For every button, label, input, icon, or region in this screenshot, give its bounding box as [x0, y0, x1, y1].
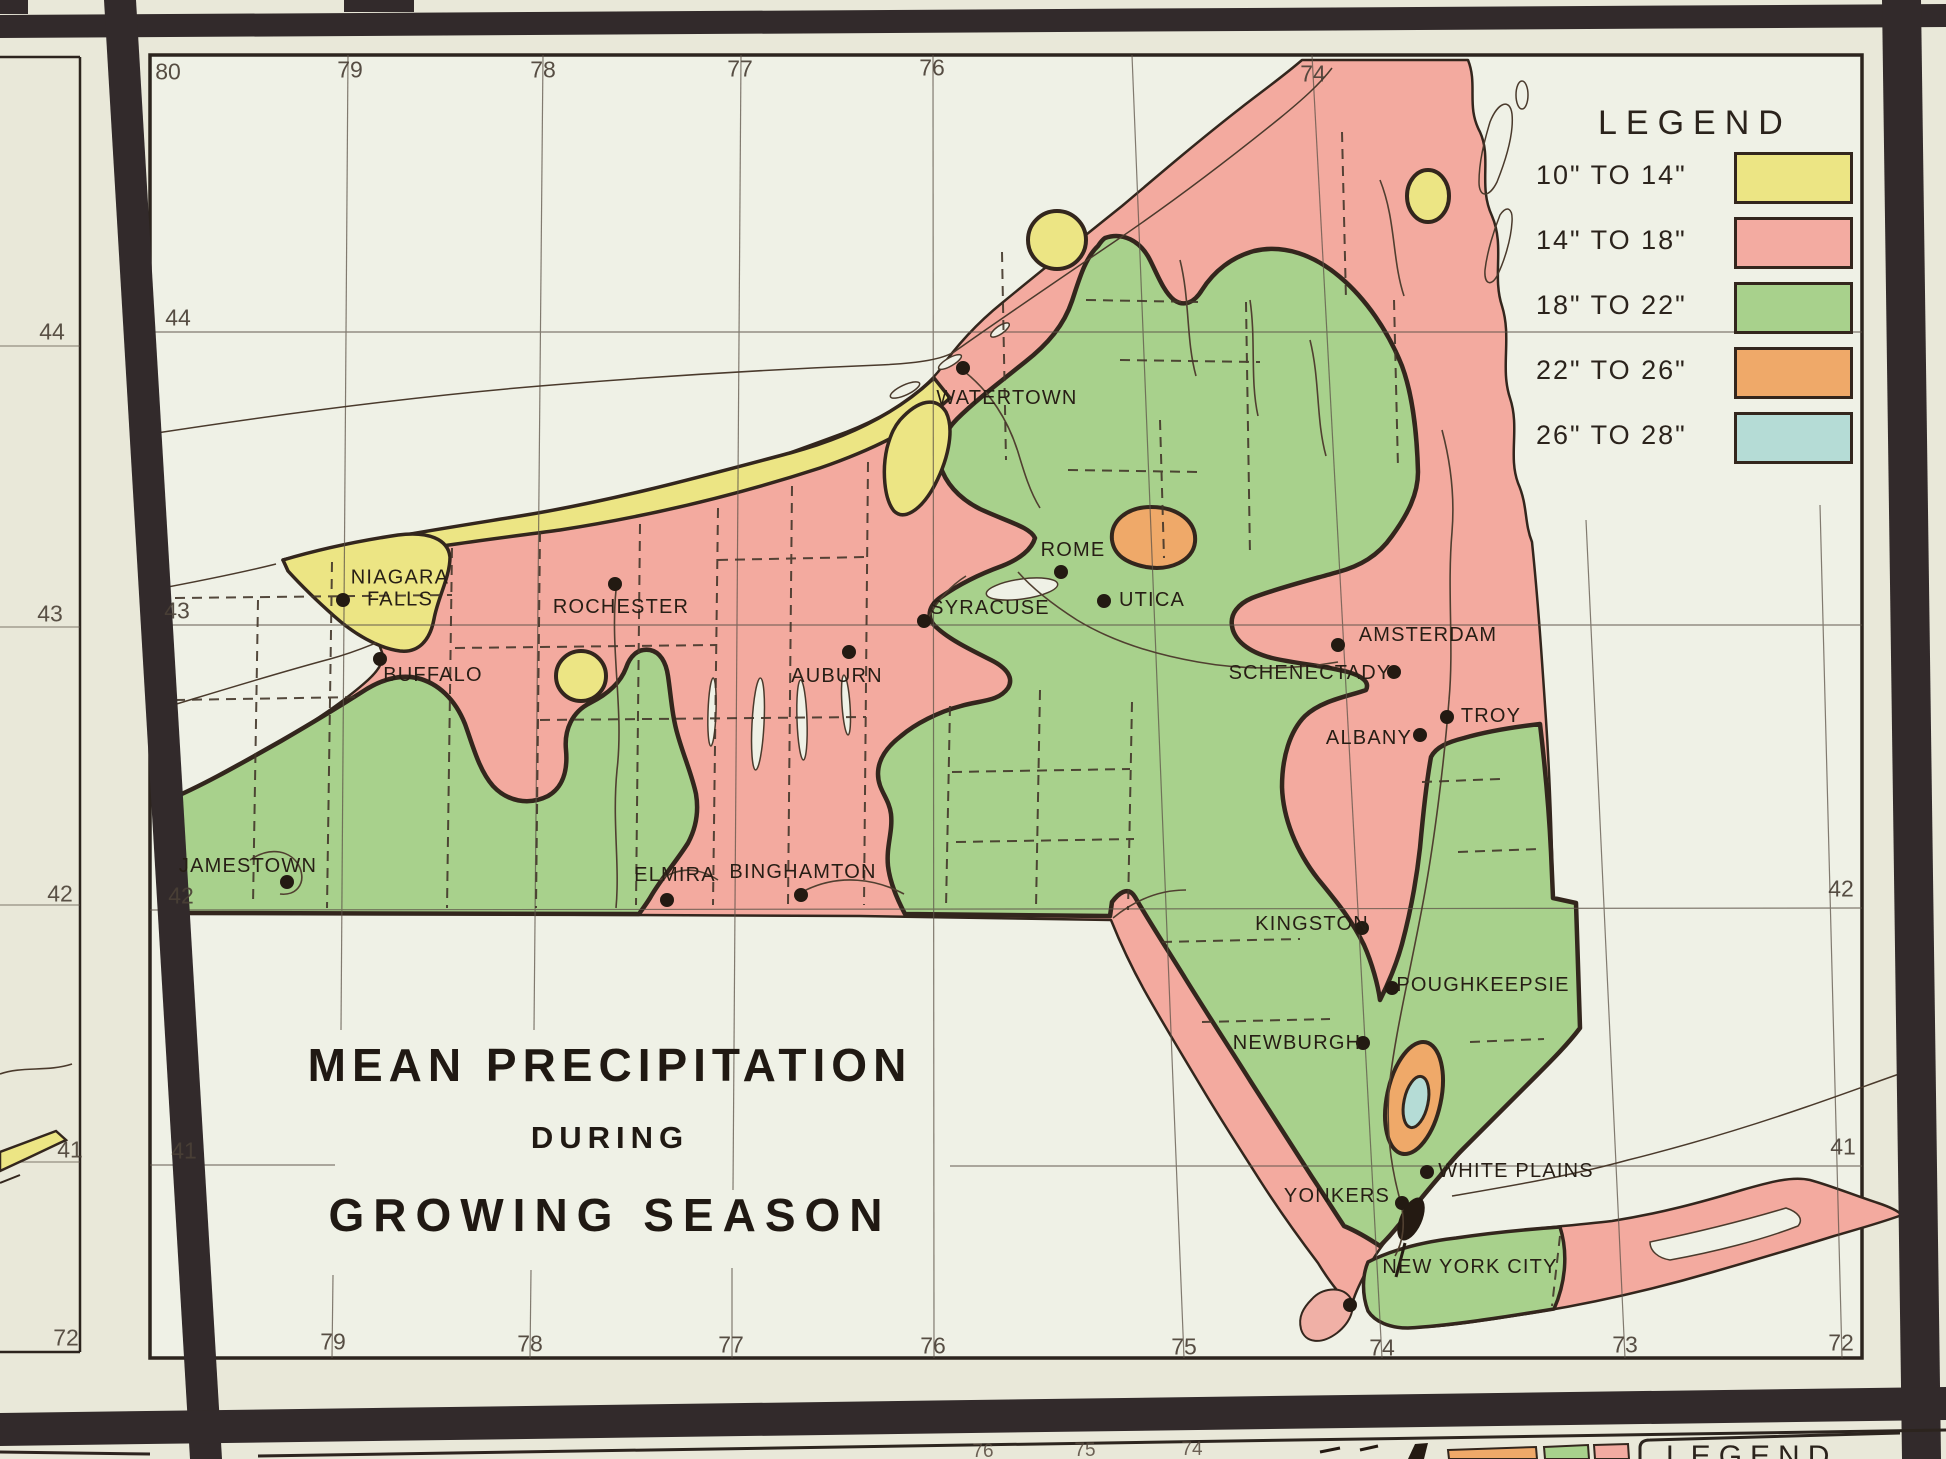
bottom-panel-lon-76: 76 — [972, 1441, 994, 1459]
bottom-strip — [0, 1428, 1946, 1459]
axis-bottom-lon-76: 76 — [920, 1332, 946, 1359]
city-label-niagara-falls: NIAGARA FALLS — [350, 566, 450, 610]
city-dot-kingston — [1355, 921, 1369, 935]
city-dot-binghamton — [794, 888, 808, 902]
map-title-line3: GROWING SEASON — [328, 1189, 892, 1241]
city-label-rome: ROME — [1040, 539, 1106, 562]
city-dot-buffalo — [373, 652, 387, 666]
axis-bottom-lon-74: 74 — [1369, 1334, 1395, 1361]
bottom-panel-legend-title: LEGEND — [1666, 1440, 1838, 1459]
axis-bottom-lon-75: 75 — [1171, 1333, 1197, 1360]
city-dot-poughkeepsie — [1385, 981, 1399, 995]
city-label-syracuse: SYRACUSE — [930, 597, 1050, 620]
axis-top-lon-77: 77 — [727, 55, 753, 82]
city-label-poughkeepsie: POUGHKEEPSIE — [1396, 974, 1570, 997]
city-dot-yonkers — [1395, 1196, 1409, 1210]
city-label-troy: TROY — [1460, 705, 1522, 728]
city-label-newburgh: NEWBURGH — [1232, 1032, 1362, 1055]
axis-top-lon-78: 78 — [530, 56, 556, 83]
city-dot-watertown — [956, 361, 970, 375]
city-dot-troy — [1440, 710, 1454, 724]
axis-left-lat-42: 42 — [168, 882, 194, 909]
city-label-schenectady: SCHENECTADY — [1228, 662, 1392, 685]
axis-bottom-lon-73: 73 — [1612, 1331, 1638, 1358]
legend-swatch-26-28 — [1734, 412, 1853, 464]
map-title-line2: DURING — [530, 1120, 690, 1155]
region-22-26 — [1109, 504, 1445, 1157]
legend-label-18-22: 18" TO 22" — [1536, 290, 1687, 320]
adjacent-lat-42: 42 — [47, 880, 73, 907]
grid-lines — [149, 54, 1863, 1359]
city-dot-schenectady — [1387, 665, 1401, 679]
legend-label-14-18: 14" TO 18" — [1536, 225, 1687, 255]
legend-swatch-18-22 — [1734, 282, 1853, 334]
adjacent-left-panel — [0, 55, 82, 1354]
rivers — [249, 179, 1454, 1257]
city-dot-amsterdam — [1331, 638, 1345, 652]
county-lines — [174, 131, 1561, 1307]
legend-title: LEGEND — [1598, 104, 1792, 142]
axis-top-lon-74: 74 — [1300, 60, 1326, 87]
city-label-utica: UTICA — [1119, 589, 1185, 612]
bottom-panel-lon-75: 75 — [1074, 1440, 1096, 1459]
axis-bottom-lon-79: 79 — [320, 1328, 346, 1355]
city-label-kingston: KINGSTON — [1255, 913, 1369, 936]
legend-swatch-10-14 — [1734, 152, 1853, 204]
adjacent-lat-41: 41 — [57, 1136, 83, 1163]
axis-top-lon-80: 80 — [155, 58, 181, 85]
city-dot-utica — [1097, 594, 1111, 608]
axis-right-lat-41: 41 — [1830, 1133, 1856, 1160]
city-label-binghamton: BINGHAMTON — [729, 861, 877, 884]
legend-label-26-28: 26" TO 28" — [1536, 420, 1687, 450]
city-dot-albany — [1413, 728, 1427, 742]
region-26-28 — [1401, 1074, 1431, 1130]
axis-right-lat-42: 42 — [1828, 875, 1854, 902]
city-dot-rochester — [608, 577, 622, 591]
city-dots — [280, 361, 1454, 1312]
axis-left-lat-41: 41 — [171, 1137, 197, 1164]
axis-bottom-lon-77: 77 — [718, 1331, 744, 1358]
axis-left-lat-44: 44 — [165, 304, 191, 331]
city-label-amsterdam: AMSTERDAM — [1358, 624, 1498, 647]
adjacent-lat-43: 43 — [37, 600, 63, 627]
city-dot-auburn — [842, 645, 856, 659]
city-label-rochester: ROCHESTER — [552, 596, 690, 619]
city-dot-newburgh — [1356, 1036, 1370, 1050]
adjacent-bottom-lon-72: 72 — [53, 1324, 79, 1351]
city-label-albany: ALBANY — [1325, 727, 1413, 750]
city-label-yonkers: YONKERS — [1283, 1185, 1391, 1208]
city-dot-rome — [1054, 565, 1068, 579]
legend-label-22-26: 22" TO 26" — [1536, 355, 1687, 385]
bottom-panel-lon-74: 74 — [1181, 1439, 1203, 1459]
map-title-line1: MEAN PRECIPITATION — [307, 1039, 913, 1091]
city-dot-syracuse — [917, 614, 931, 628]
shorelines — [149, 67, 1903, 1197]
city-label-buffalo: BUFFALO — [383, 664, 483, 687]
axis-bottom-lon-72: 72 — [1828, 1329, 1854, 1356]
city-label-white-plains: WHITE PLAINS — [1438, 1160, 1594, 1183]
city-dot-new-york-city — [1343, 1298, 1357, 1312]
city-label-jamestown: JAMESTOWN — [178, 855, 318, 878]
city-label-elmira: ELMIRA — [634, 864, 716, 887]
legend-swatch-22-26 — [1734, 347, 1853, 399]
axis-top-lon-79: 79 — [337, 56, 363, 83]
city-label-auburn: AUBURN — [791, 665, 883, 688]
city-label-watertown: WATERTOWN — [936, 387, 1078, 410]
legend-label-10-14: 10" TO 14" — [1536, 160, 1687, 190]
map-title: MEAN PRECIPITATION DURING GROWING SEASON — [250, 1038, 970, 1242]
city-dot-white-plains — [1420, 1165, 1434, 1179]
axis-top-lon-76: 76 — [919, 54, 945, 81]
axis-left-lat-43: 43 — [164, 597, 190, 624]
city-dot-niagara-falls — [336, 593, 350, 607]
city-dot-jamestown — [280, 875, 294, 889]
city-label-new-york-city: NEW YORK CITY — [1382, 1256, 1558, 1279]
axis-bottom-lon-78: 78 — [517, 1330, 543, 1357]
nyc-details — [1299, 1197, 1802, 1342]
city-dot-elmira — [660, 893, 674, 907]
adjacent-lat-44: 44 — [39, 318, 65, 345]
legend-swatch-14-18 — [1734, 217, 1853, 269]
